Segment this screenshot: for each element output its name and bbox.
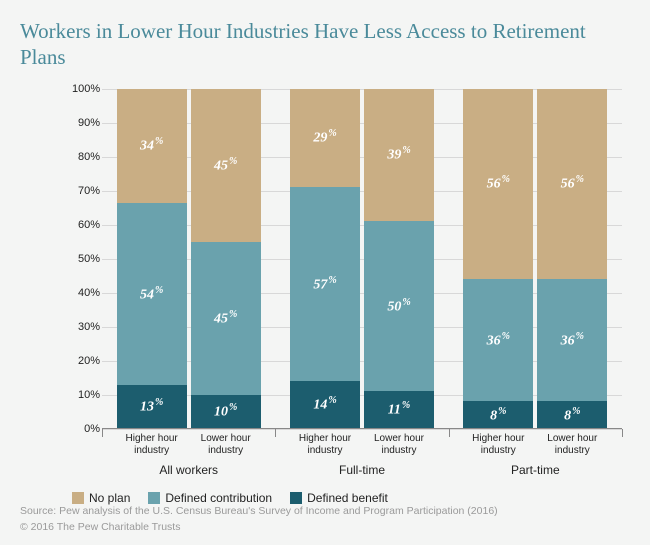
- stacked-bar: 11% 50% 39%: [364, 89, 434, 429]
- legend-item: No plan: [72, 491, 130, 505]
- bar-value-label: 45%: [214, 309, 237, 328]
- bar-group: 8% 36% 56% 8% 36% 56%: [449, 89, 622, 429]
- bar-value-label: 56%: [487, 174, 510, 193]
- grid-line: [102, 429, 622, 430]
- x-tick: [275, 429, 276, 437]
- legend-item: Defined contribution: [148, 491, 272, 505]
- x-bar-label: Higher hour industry: [463, 429, 533, 457]
- bar-segment: 11%: [364, 391, 434, 428]
- plot-region: 13% 54% 34% 10% 45% 45% 14% 57% 29% 11% 50% 39% 8% 36…: [102, 89, 622, 429]
- bar-value-label: 8%: [564, 406, 580, 425]
- bar-value-label: 11%: [388, 400, 411, 419]
- x-axis-line: [102, 428, 622, 429]
- bar-value-label: 56%: [561, 174, 584, 193]
- y-tick-label: 50%: [72, 253, 100, 265]
- bar-value-label: 54%: [140, 285, 163, 304]
- bar-segment: 54%: [117, 203, 187, 385]
- legend-swatch: [290, 492, 302, 504]
- bar-segment: 10%: [191, 395, 261, 429]
- y-tick-label: 10%: [72, 389, 100, 401]
- group-label: All workers: [102, 463, 275, 477]
- legend-label: Defined contribution: [165, 491, 272, 505]
- group-label: Full-time: [275, 463, 448, 477]
- chart-title: Workers in Lower Hour Industries Have Le…: [20, 18, 630, 71]
- stacked-bar: 14% 57% 29%: [290, 89, 360, 429]
- x-bar-label: Higher hour industry: [290, 429, 360, 457]
- bar-segment: 39%: [364, 89, 434, 222]
- x-bar-label: Lower hour industry: [537, 429, 607, 457]
- bar-segment: 13%: [117, 385, 187, 429]
- bar-segment: 8%: [463, 401, 533, 428]
- bar-segment: 14%: [290, 381, 360, 429]
- x-bar-label: Lower hour industry: [191, 429, 261, 457]
- copyright-text: © 2016 The Pew Charitable Trusts: [20, 521, 180, 533]
- bar-segment: 56%: [463, 89, 533, 279]
- y-tick-label: 20%: [72, 355, 100, 367]
- bar-value-label: 39%: [387, 145, 410, 164]
- bar-segment: 36%: [463, 279, 533, 401]
- legend-swatch: [72, 492, 84, 504]
- bar-value-label: 29%: [313, 128, 336, 147]
- bar-segment: 8%: [537, 401, 607, 428]
- legend-swatch: [148, 492, 160, 504]
- bar-value-label: 34%: [140, 136, 163, 155]
- x-tick: [449, 429, 450, 437]
- source-text: Source: Pew analysis of the U.S. Census …: [20, 505, 498, 517]
- x-bar-label: Lower hour industry: [364, 429, 434, 457]
- bar-value-label: 10%: [214, 402, 237, 421]
- x-tick: [102, 429, 103, 437]
- bar-value-label: 45%: [214, 156, 237, 175]
- stacked-bar: 8% 36% 56%: [463, 89, 533, 429]
- bar-segment: 36%: [537, 279, 607, 401]
- y-tick-label: 80%: [72, 151, 100, 163]
- y-tick-label: 0%: [72, 423, 100, 435]
- bar-segment: 45%: [191, 89, 261, 242]
- legend-item: Defined benefit: [290, 491, 388, 505]
- stacked-bar: 10% 45% 45%: [191, 89, 261, 429]
- bar-segment: 45%: [191, 242, 261, 395]
- y-tick-label: 70%: [72, 185, 100, 197]
- x-bar-label: Higher hour industry: [117, 429, 187, 457]
- bar-segment: 50%: [364, 221, 434, 391]
- y-tick-label: 40%: [72, 287, 100, 299]
- bar-segment: 56%: [537, 89, 607, 279]
- y-tick-label: 90%: [72, 117, 100, 129]
- group-label: Part-time: [449, 463, 622, 477]
- x-bar-labels: Higher hour industryLower hour industryH…: [102, 429, 622, 457]
- bar-value-label: 36%: [561, 331, 584, 350]
- bar-value-label: 8%: [490, 406, 506, 425]
- bar-segment: 29%: [290, 89, 360, 188]
- bars-container: 13% 54% 34% 10% 45% 45% 14% 57% 29% 11% 50% 39% 8% 36…: [102, 89, 622, 429]
- y-tick-label: 100%: [72, 83, 100, 95]
- bar-value-label: 36%: [487, 331, 510, 350]
- stacked-bar: 13% 54% 34%: [117, 89, 187, 429]
- y-tick-label: 60%: [72, 219, 100, 231]
- chart-area: Percent with access to retirement plan 0…: [72, 89, 622, 429]
- x-tick: [622, 429, 623, 437]
- bar-value-label: 57%: [313, 275, 336, 294]
- bar-group: 13% 54% 34% 10% 45% 45%: [102, 89, 275, 429]
- legend: No plan Defined contribution Defined benef…: [72, 491, 630, 505]
- bar-group: 14% 57% 29% 11% 50% 39%: [275, 89, 448, 429]
- bar-segment: 57%: [290, 187, 360, 381]
- x-group-labels: All workersFull-timePart-time: [102, 463, 622, 477]
- bar-value-label: 13%: [140, 397, 163, 416]
- legend-label: No plan: [89, 491, 130, 505]
- stacked-bar: 8% 36% 56%: [537, 89, 607, 429]
- bar-value-label: 50%: [387, 297, 410, 316]
- bar-value-label: 14%: [313, 395, 336, 414]
- bar-segment: 34%: [117, 89, 187, 203]
- y-tick-label: 30%: [72, 321, 100, 333]
- legend-label: Defined benefit: [307, 491, 388, 505]
